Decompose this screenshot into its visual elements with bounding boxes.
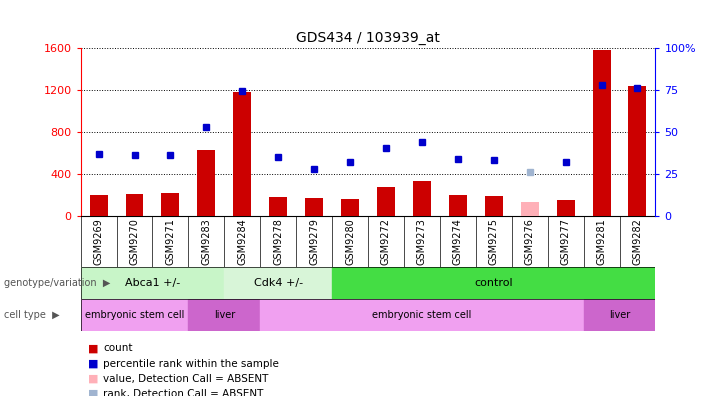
Text: GSM9279: GSM9279 — [309, 219, 319, 265]
Text: rank, Detection Call = ABSENT: rank, Detection Call = ABSENT — [103, 388, 264, 396]
Text: count: count — [103, 343, 132, 354]
Text: liver: liver — [214, 310, 235, 320]
Text: embryonic stem cell: embryonic stem cell — [85, 310, 184, 320]
Bar — [557, 200, 575, 216]
Bar — [629, 86, 646, 216]
Text: GSM9271: GSM9271 — [165, 219, 175, 265]
Bar — [90, 195, 107, 216]
Text: control: control — [475, 278, 513, 288]
Bar — [189, 299, 260, 331]
Bar — [377, 187, 395, 216]
Bar — [332, 267, 655, 299]
Bar — [224, 267, 332, 299]
Bar — [233, 92, 251, 216]
Text: GSM9280: GSM9280 — [345, 219, 355, 265]
Bar — [592, 50, 611, 216]
Text: value, Detection Call = ABSENT: value, Detection Call = ABSENT — [103, 373, 268, 384]
Bar — [125, 194, 144, 216]
Text: GSM9272: GSM9272 — [381, 219, 391, 265]
Text: liver: liver — [609, 310, 630, 320]
Text: GSM9273: GSM9273 — [417, 219, 427, 265]
Bar — [521, 202, 538, 216]
Text: GSM9281: GSM9281 — [597, 219, 606, 265]
Text: genotype/variation  ▶: genotype/variation ▶ — [4, 278, 110, 288]
Text: Abca1 +/-: Abca1 +/- — [125, 278, 180, 288]
Bar — [341, 199, 359, 216]
Text: GSM9270: GSM9270 — [130, 219, 139, 265]
Text: GSM9274: GSM9274 — [453, 219, 463, 265]
Bar — [449, 195, 467, 216]
Text: ■: ■ — [88, 358, 98, 369]
Text: ■: ■ — [88, 343, 98, 354]
Bar — [198, 150, 215, 216]
Bar — [305, 198, 323, 216]
Text: GSM9278: GSM9278 — [273, 219, 283, 265]
Text: ■: ■ — [88, 388, 98, 396]
Text: ■: ■ — [88, 373, 98, 384]
Bar — [485, 196, 503, 216]
Text: cell type  ▶: cell type ▶ — [4, 310, 59, 320]
Text: GSM9283: GSM9283 — [201, 219, 212, 265]
Bar — [413, 181, 431, 216]
Bar — [269, 198, 287, 216]
Bar — [161, 193, 179, 216]
Title: GDS434 / 103939_at: GDS434 / 103939_at — [296, 31, 440, 45]
Bar — [584, 299, 655, 331]
Text: GSM9269: GSM9269 — [93, 219, 104, 265]
Text: percentile rank within the sample: percentile rank within the sample — [103, 358, 279, 369]
Bar — [260, 299, 583, 331]
Text: GSM9284: GSM9284 — [237, 219, 247, 265]
Text: GSM9275: GSM9275 — [489, 219, 499, 265]
Text: GSM9277: GSM9277 — [561, 219, 571, 265]
Text: GSM9276: GSM9276 — [524, 219, 535, 265]
Bar — [81, 267, 224, 299]
Text: GSM9282: GSM9282 — [632, 219, 643, 265]
Text: embryonic stem cell: embryonic stem cell — [372, 310, 472, 320]
Text: Cdk4 +/-: Cdk4 +/- — [254, 278, 303, 288]
Bar — [81, 299, 189, 331]
